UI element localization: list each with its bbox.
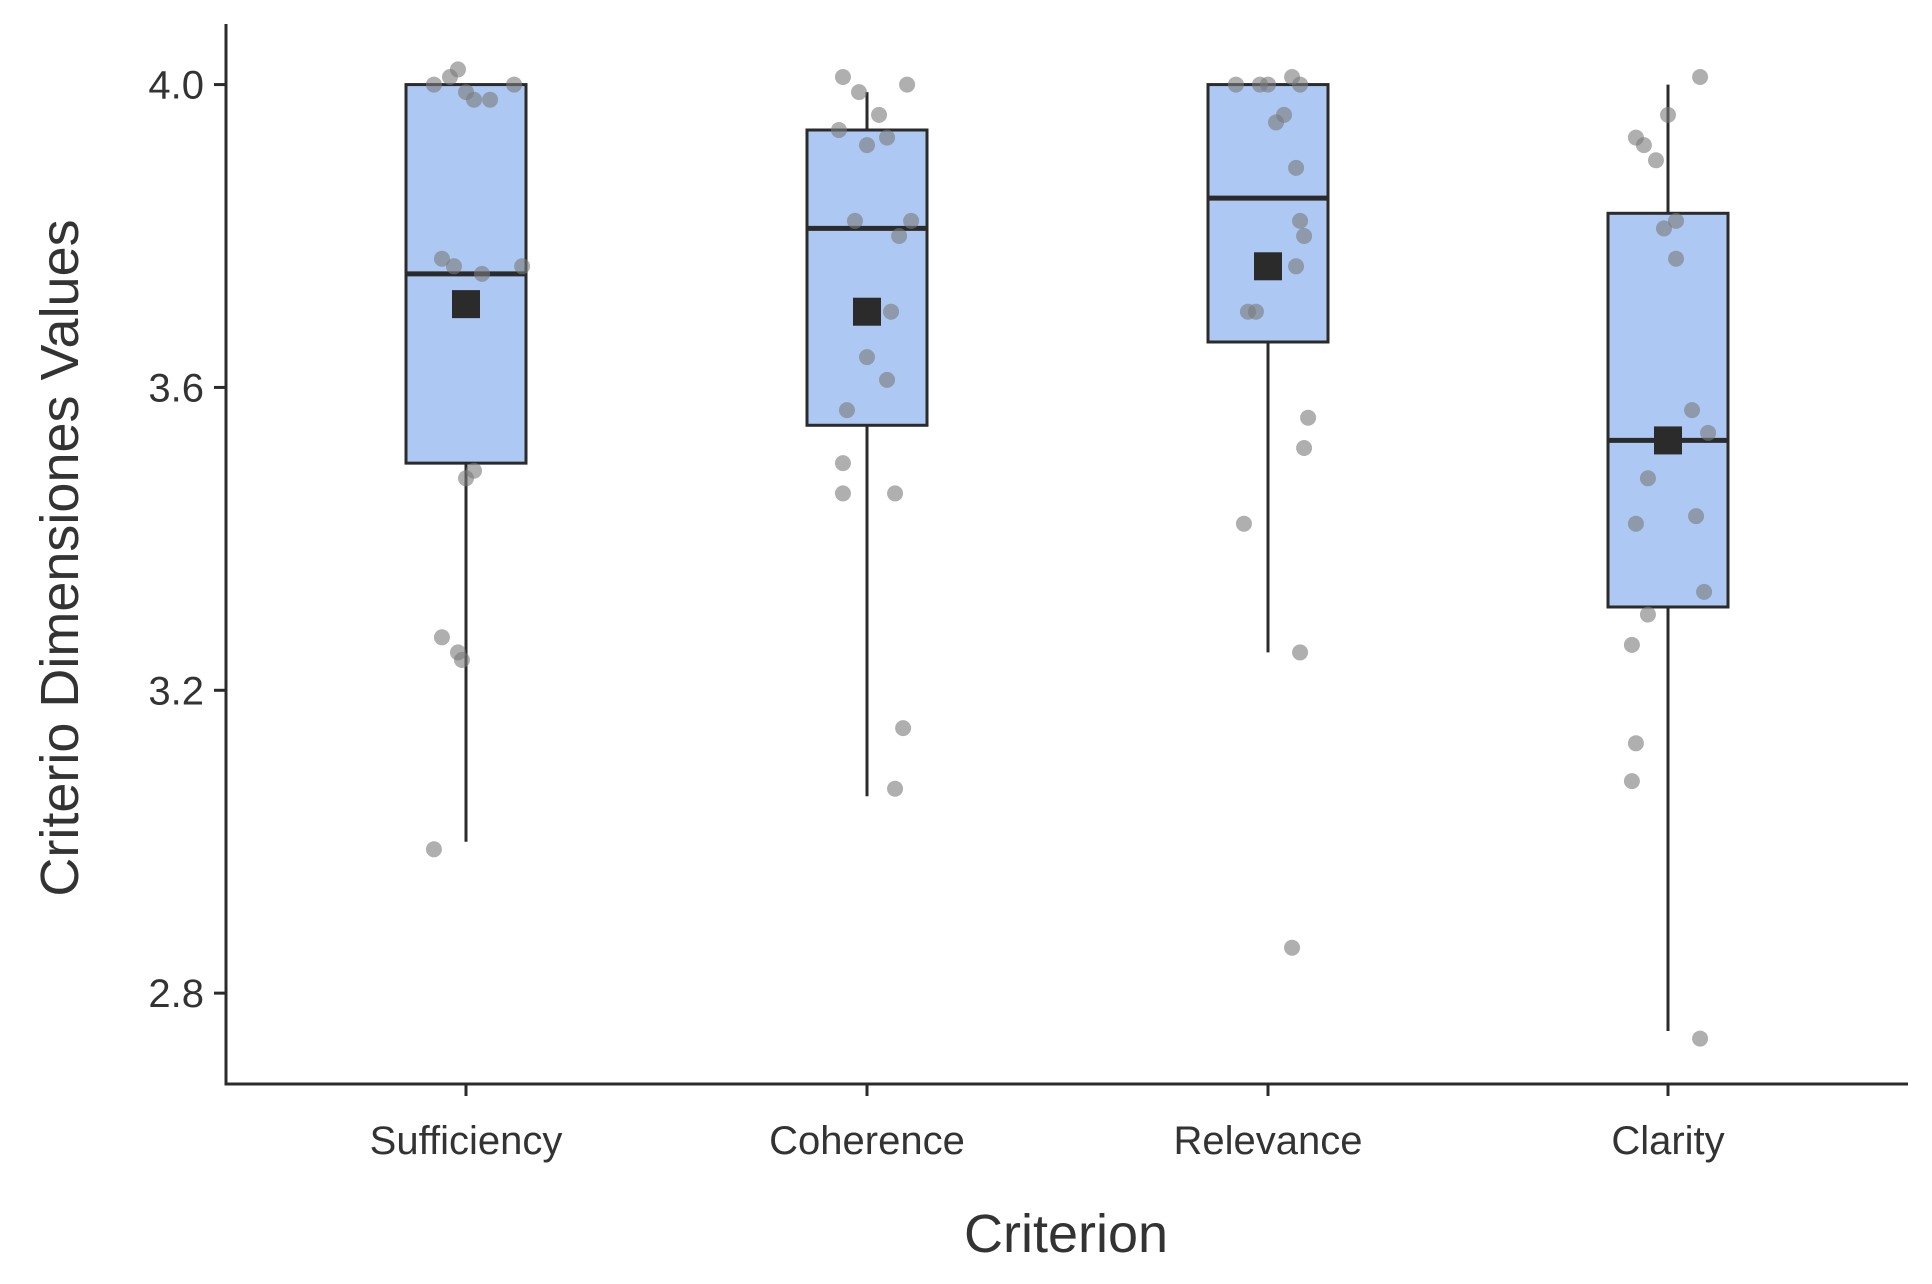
data-point	[846, 212, 863, 229]
x-tick-label-coherence: Coherence	[769, 1119, 965, 1163]
data-point	[1700, 424, 1717, 441]
x-tick-label-relevance: Relevance	[1173, 1119, 1362, 1163]
data-point	[1623, 636, 1640, 653]
y-tick-label: 3.6	[148, 366, 204, 410]
data-point	[1227, 76, 1244, 93]
data-point	[425, 841, 442, 858]
data-point	[879, 129, 896, 146]
data-point	[887, 780, 904, 797]
data-point	[1639, 470, 1656, 487]
data-point	[1684, 402, 1701, 419]
y-tick-label: 2.8	[148, 972, 204, 1016]
data-point	[1688, 508, 1705, 525]
data-point	[1692, 69, 1709, 85]
x-axis-title: Criterion	[964, 1204, 1168, 1264]
mean-marker-coherence	[853, 297, 881, 326]
data-point	[433, 250, 450, 267]
mean-marker-clarity	[1654, 426, 1682, 455]
data-point	[1660, 106, 1676, 123]
data-point	[1627, 735, 1644, 752]
data-point	[1692, 1030, 1709, 1047]
data-point	[1235, 515, 1252, 532]
data-point	[830, 122, 847, 138]
data-point	[466, 91, 483, 108]
data-point	[903, 212, 920, 229]
data-point	[1296, 440, 1313, 456]
boxes-layer	[404, 83, 1730, 1031]
data-point	[834, 69, 851, 85]
mean-marker-sufficiency	[452, 290, 480, 319]
data-point	[1655, 220, 1672, 237]
y-tick-label: 4.0	[148, 64, 204, 108]
data-point	[506, 76, 523, 93]
data-point	[1668, 250, 1685, 267]
data-point	[445, 258, 462, 275]
data-point	[895, 720, 912, 737]
data-point	[453, 652, 470, 668]
data-point	[474, 265, 491, 282]
box-coherence	[805, 128, 929, 427]
box-clarity	[1606, 211, 1730, 609]
data-point	[458, 470, 474, 487]
data-point	[1288, 258, 1305, 275]
data-point	[887, 485, 904, 502]
data-point	[1292, 212, 1309, 229]
data-point	[1292, 644, 1309, 661]
data-point	[482, 91, 499, 108]
data-point	[879, 371, 896, 388]
data-point	[433, 629, 450, 646]
data-point	[891, 228, 908, 244]
data-point	[871, 106, 888, 123]
data-point	[859, 349, 875, 366]
data-point	[1300, 409, 1317, 426]
x-tick-label-sufficiency: Sufficiency	[370, 1119, 563, 1163]
data-point	[1296, 228, 1313, 244]
data-point	[1292, 76, 1309, 93]
data-point	[1284, 939, 1301, 956]
data-point	[1696, 583, 1713, 600]
y-tick-label: 3.2	[148, 669, 204, 713]
data-point	[514, 258, 531, 275]
data-point	[883, 303, 900, 320]
data-point	[838, 402, 855, 419]
data-point	[1623, 773, 1640, 790]
box-relevance	[1206, 83, 1330, 344]
data-point	[850, 84, 867, 101]
axes-layer: 2.8 3.2 3.6 4.0 Sufficiency Coherence Relevanc…	[148, 24, 1908, 1163]
x-tick-label-clarity: Clarity	[1611, 1119, 1724, 1163]
points-layer	[425, 61, 1717, 1047]
means-layer	[452, 252, 1682, 455]
data-point	[1260, 76, 1276, 93]
data-point	[1268, 114, 1285, 131]
data-point	[1288, 159, 1305, 176]
data-point	[834, 455, 851, 472]
mean-marker-relevance	[1254, 252, 1282, 281]
data-point	[1627, 515, 1644, 532]
data-point	[1647, 152, 1664, 169]
data-point	[899, 76, 916, 93]
data-point	[1668, 212, 1685, 229]
data-point	[1639, 606, 1656, 623]
data-point	[834, 485, 851, 502]
data-point	[1247, 303, 1264, 320]
data-point	[859, 137, 875, 154]
y-axis-title: Criterio Dimensiones Values	[30, 219, 90, 896]
data-point	[449, 61, 466, 78]
data-point	[1635, 137, 1652, 154]
data-point	[425, 76, 442, 93]
